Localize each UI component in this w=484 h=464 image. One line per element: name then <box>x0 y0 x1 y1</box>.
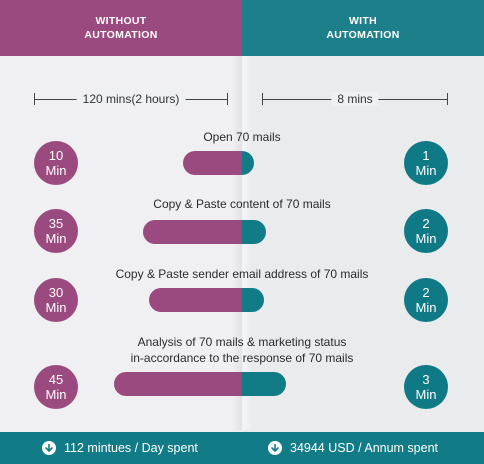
without-header-line1: WITHOUT <box>95 15 147 27</box>
with-time-bar <box>242 151 254 175</box>
without-time-bar <box>149 288 242 312</box>
without-time-badge: 30 Min <box>34 278 78 322</box>
badge-number: 10 <box>48 148 64 163</box>
with-time-badge: 2 Min <box>404 209 448 253</box>
with-time-bar <box>242 220 266 244</box>
badge-unit: Min <box>45 231 67 246</box>
with-time-badge: 3 Min <box>404 365 448 409</box>
arrow-down-circle-icon <box>268 441 282 455</box>
with-header-line2: AUTOMATION <box>326 29 400 41</box>
task-label-line1: Analysis of 70 mails & marketing status <box>137 335 347 349</box>
without-time-badge: 45 Min <box>34 365 78 409</box>
badge-number: 3 <box>422 372 430 387</box>
badge-unit: Min <box>45 300 67 315</box>
daily-time-text: 112 mintues / Day spent <box>64 441 198 455</box>
without-time-badge: 35 Min <box>34 209 78 253</box>
task-label: Copy & Paste content of 70 mails <box>153 197 331 211</box>
with-total-bracket: 8 mins <box>262 92 448 106</box>
without-total-bracket: 120 mins(2 hours) <box>34 92 228 106</box>
badge-number: 2 <box>422 285 430 300</box>
with-header-line1: WITH <box>348 15 377 27</box>
task-label: Analysis of 70 mails & marketing status … <box>0 334 484 366</box>
summary-footer: 112 mintues / Day spent 34944 USD / Annu… <box>0 432 484 464</box>
without-header-line2: AUTOMATION <box>84 29 158 41</box>
arrow-down-circle-icon <box>42 441 56 455</box>
badge-number: 35 <box>48 216 64 231</box>
badge-number: 2 <box>422 216 430 231</box>
without-time-badge: 10 Min <box>34 141 78 185</box>
badge-unit: Min <box>45 163 67 178</box>
badge-unit: Min <box>415 300 437 315</box>
badge-unit: Min <box>415 163 437 178</box>
without-time-bar <box>114 372 242 396</box>
annual-cost-summary: 34944 USD / Annum spent <box>268 432 438 464</box>
badge-unit: Min <box>415 231 437 246</box>
annual-cost-text: 34944 USD / Annum spent <box>290 441 439 455</box>
with-time-bar <box>242 372 286 396</box>
task-label: Copy & Paste sender email address of 70 … <box>115 267 369 281</box>
with-time-badge: 2 Min <box>404 278 448 322</box>
badge-number: 45 <box>48 372 64 387</box>
with-total-label: 8 mins <box>331 92 379 106</box>
daily-time-summary: 112 mintues / Day spent <box>42 432 198 464</box>
without-time-bar <box>143 220 242 244</box>
badge-unit: Min <box>45 387 67 402</box>
task-label: Open 70 mails <box>203 130 281 144</box>
badge-number: 30 <box>48 285 64 300</box>
task-label-line2: in-accordance to the response of 70 mail… <box>130 351 354 365</box>
with-time-bar <box>242 288 264 312</box>
badge-number: 1 <box>422 148 430 163</box>
badge-unit: Min <box>415 387 437 402</box>
without-total-label: 120 mins(2 hours) <box>76 92 186 106</box>
with-automation-header: WITH AUTOMATION <box>242 0 484 56</box>
without-time-bar <box>183 151 242 175</box>
with-time-badge: 1 Min <box>404 141 448 185</box>
without-automation-header: WITHOUT AUTOMATION <box>0 0 242 56</box>
